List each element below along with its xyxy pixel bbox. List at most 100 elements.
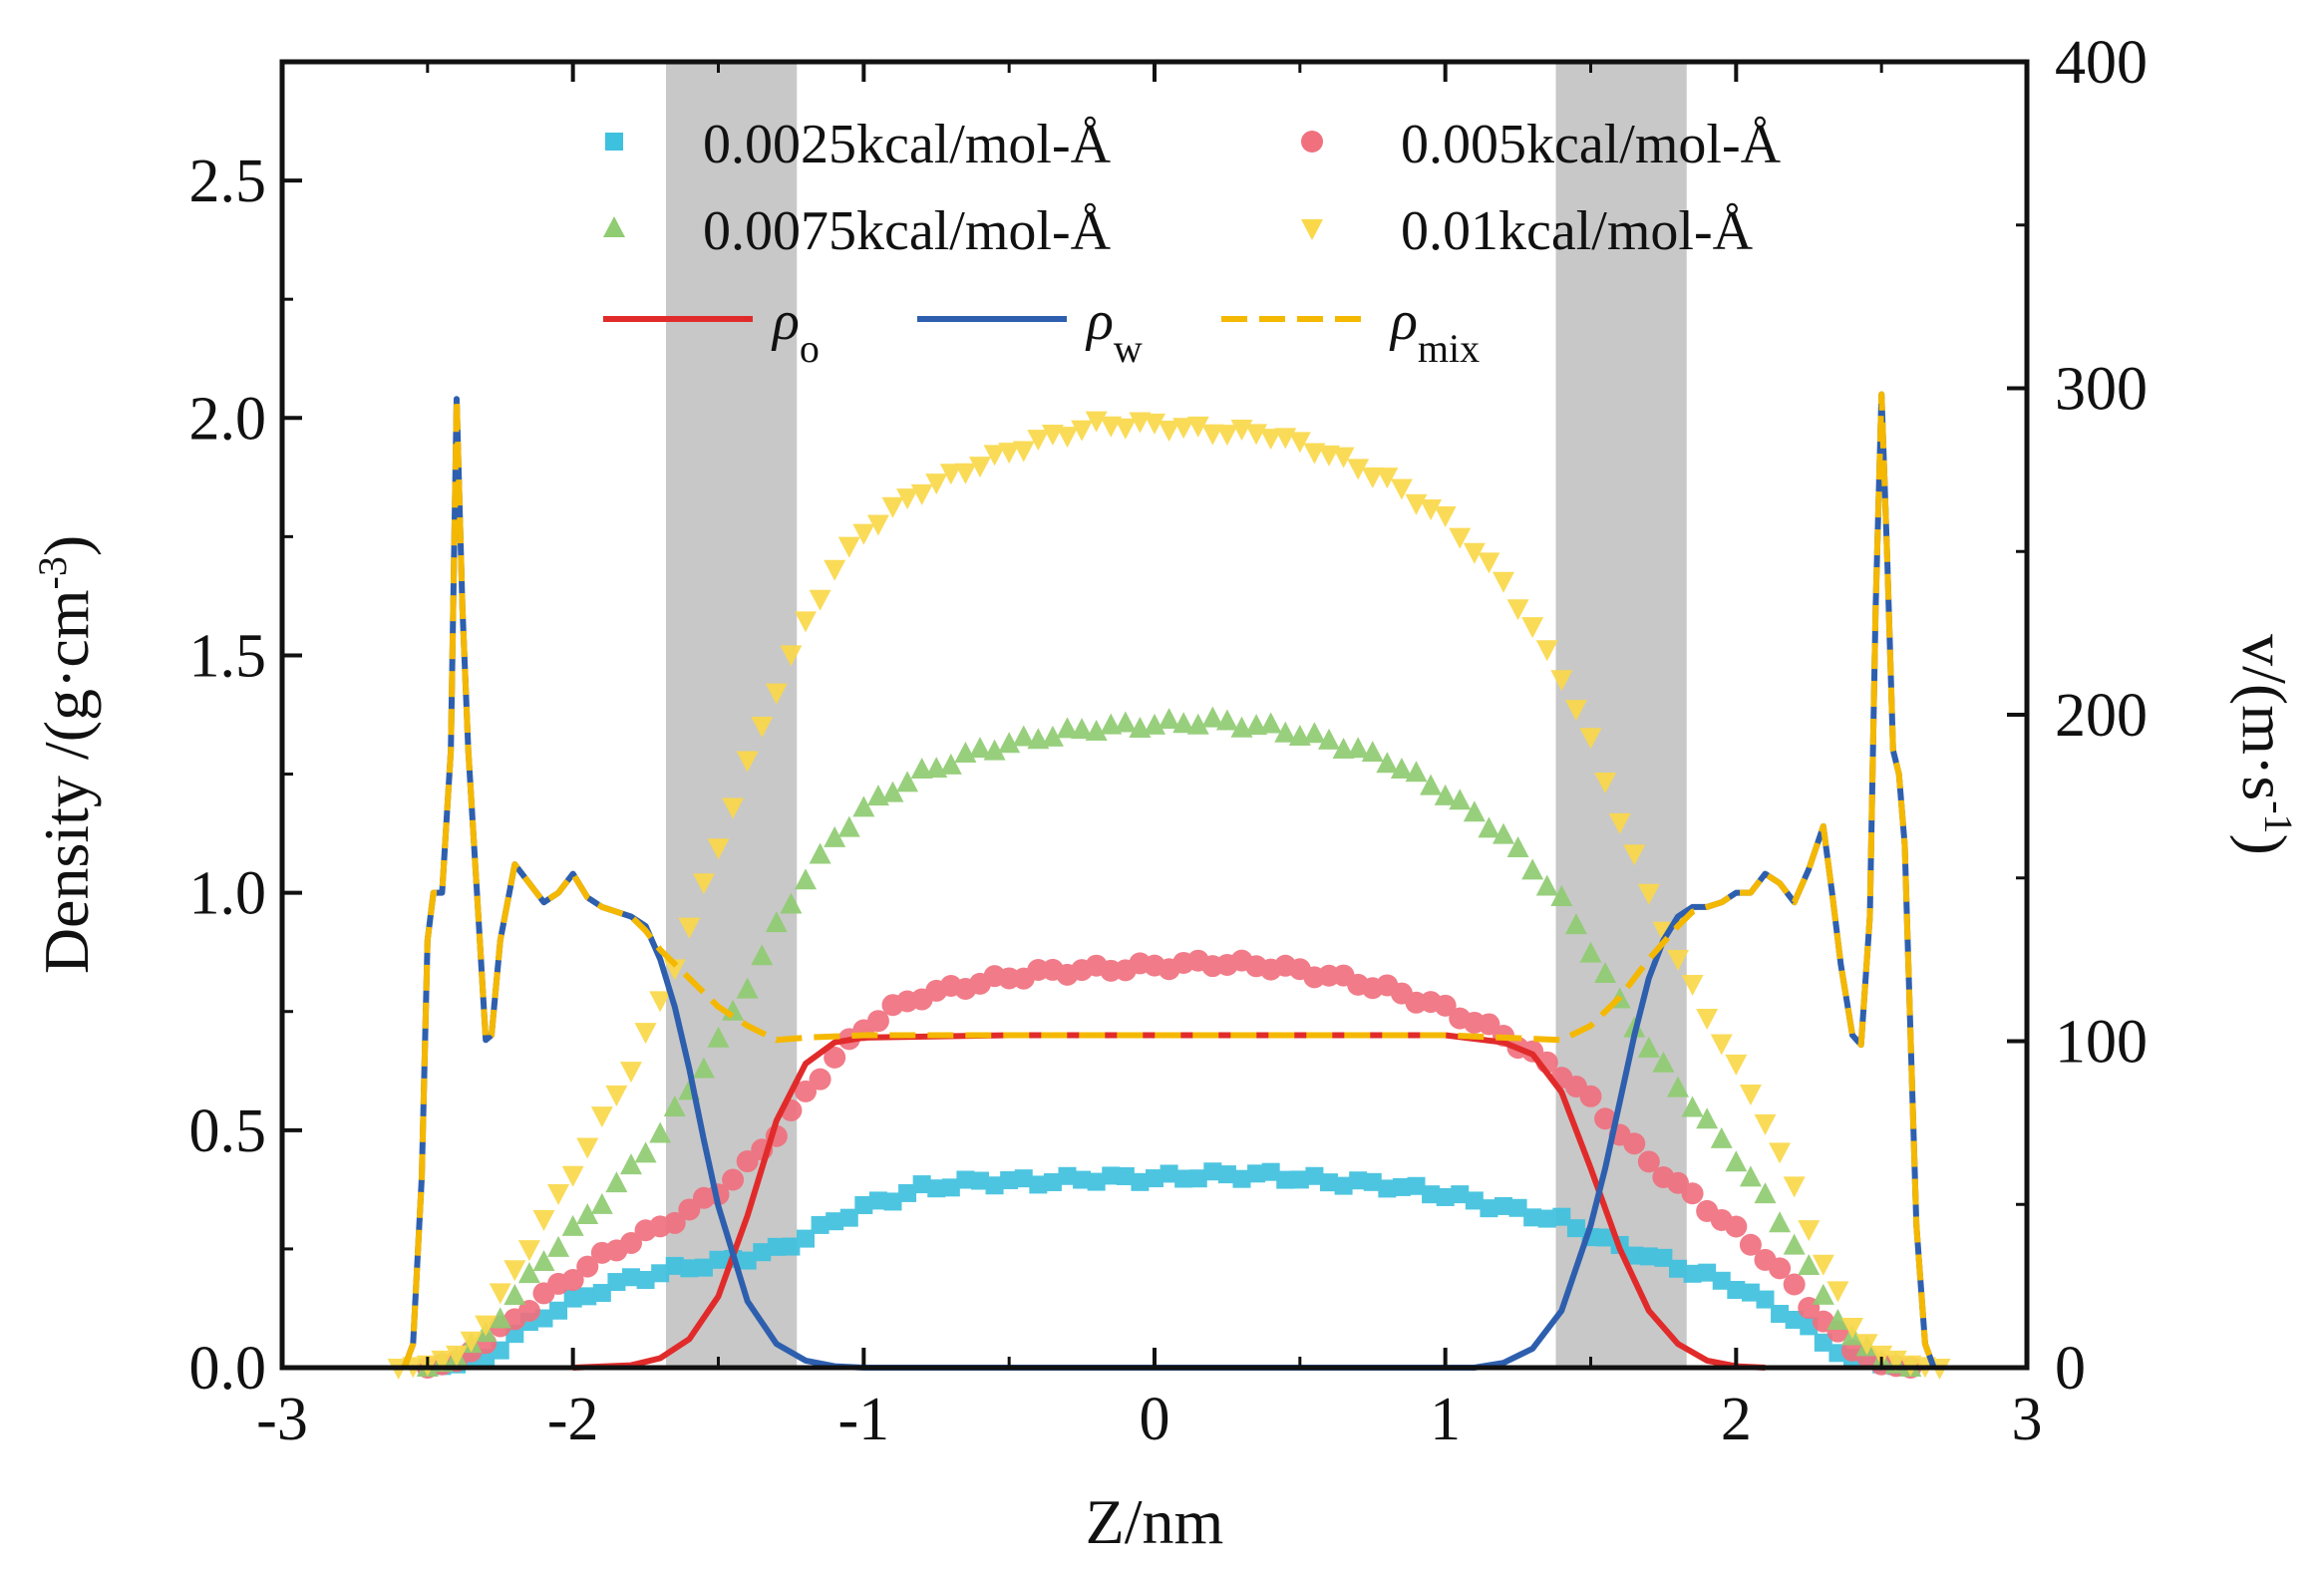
series-0-point-45 xyxy=(1073,1170,1092,1189)
series-0-point-40 xyxy=(1000,1170,1019,1189)
series-2-point-90 xyxy=(1725,1150,1748,1172)
series-2-point-54 xyxy=(1201,706,1224,728)
series-2-point-36 xyxy=(939,753,962,775)
series-3-point-46 xyxy=(1056,427,1079,449)
series-0-point-87 xyxy=(1683,1264,1702,1283)
series-2-point-30 xyxy=(852,795,875,817)
series-2-point-40 xyxy=(998,732,1021,754)
series-2-point-73 xyxy=(1478,816,1500,838)
series-0-point-23 xyxy=(753,1243,772,1262)
series-2-point-86 xyxy=(1667,1076,1689,1098)
series-3-point-5 xyxy=(460,1331,483,1353)
series-1-point-21 xyxy=(722,1168,745,1191)
series-2-point-74 xyxy=(1493,822,1514,844)
series-1-point-70 xyxy=(1434,994,1457,1017)
y-left-tick-label-0: 0.0 xyxy=(189,1335,267,1403)
series-2-point-6 xyxy=(503,1283,526,1305)
series-0-point-46 xyxy=(1087,1172,1106,1191)
series-3-point-20 xyxy=(678,917,701,939)
series-3-point-34 xyxy=(881,496,904,518)
series-3-point-14 xyxy=(590,1106,613,1128)
y-right-tick-label-2: 200 xyxy=(2055,682,2148,750)
series-0-point-31 xyxy=(868,1191,887,1210)
series-3-point-28 xyxy=(795,611,817,633)
series-2-point-84 xyxy=(1637,1036,1660,1058)
series-2-point-78 xyxy=(1550,884,1573,906)
series-2-point-24 xyxy=(765,911,788,933)
series-1-point-94 xyxy=(1783,1273,1806,1296)
series-2-point-12 xyxy=(590,1192,613,1214)
series-2-point-7 xyxy=(517,1262,540,1284)
legend-marker-3 xyxy=(1301,219,1323,240)
series-1-point-7 xyxy=(517,1300,540,1323)
series-0-point-83 xyxy=(1625,1246,1644,1265)
series-0-point-78 xyxy=(1552,1207,1571,1226)
series-2-point-11 xyxy=(576,1203,599,1225)
series-3-point-66 xyxy=(1347,459,1370,480)
series-2-point-91 xyxy=(1739,1165,1762,1187)
series-3-point-94 xyxy=(1754,1113,1777,1135)
series-0-point-27 xyxy=(811,1215,830,1234)
series-2-point-17 xyxy=(663,1095,686,1116)
series-2-point-5 xyxy=(489,1307,511,1329)
series-0-point-34 xyxy=(912,1175,931,1194)
series-0-point-50 xyxy=(1146,1169,1163,1188)
series-2-point-22 xyxy=(736,977,759,999)
series-2-point-34 xyxy=(910,758,933,780)
series-0-point-49 xyxy=(1131,1172,1150,1191)
series-3-point-73 xyxy=(1449,527,1472,549)
series-3-point-81 xyxy=(1564,700,1587,722)
series-3-point-51 xyxy=(1129,412,1152,434)
series-1-point-11 xyxy=(576,1255,599,1278)
series-2-point-15 xyxy=(634,1141,657,1163)
series-2-point-71 xyxy=(1449,788,1472,810)
series-1-point-31 xyxy=(866,1010,889,1033)
series-0-point-19 xyxy=(694,1258,713,1277)
series-1-point-26 xyxy=(795,1080,817,1102)
series-3-point-85 xyxy=(1623,844,1646,866)
series-3-point-88 xyxy=(1667,949,1689,971)
series-3-point-42 xyxy=(998,443,1021,465)
series-0-point-39 xyxy=(985,1176,1004,1195)
series-2-point-89 xyxy=(1710,1126,1733,1148)
shaded-region-0 xyxy=(666,62,798,1368)
series-3-point-78 xyxy=(1521,617,1544,639)
y-left-tick-label-1: 0.5 xyxy=(189,1098,267,1165)
series-3-point-17 xyxy=(634,1023,657,1045)
series-3-point-55 xyxy=(1186,416,1209,438)
series-0-point-30 xyxy=(854,1195,873,1214)
series-3-point-90 xyxy=(1696,1009,1719,1031)
series-3-point-97 xyxy=(1798,1220,1821,1242)
series-3-point-44 xyxy=(1027,430,1050,452)
series-3-point-82 xyxy=(1579,728,1602,750)
series-0-point-20 xyxy=(709,1250,728,1269)
series-0-point-62 xyxy=(1320,1173,1338,1192)
series-0-point-86 xyxy=(1669,1259,1687,1278)
series-3-point-10 xyxy=(532,1210,555,1232)
series-0-point-11 xyxy=(578,1287,597,1306)
series-0-point-61 xyxy=(1305,1166,1324,1185)
series-3-point-4 xyxy=(446,1345,468,1367)
series-1-point-17 xyxy=(663,1211,686,1234)
series-3-point-72 xyxy=(1434,505,1457,527)
series-2-point-70 xyxy=(1434,784,1457,805)
series-0-point-37 xyxy=(956,1170,975,1189)
series-0-point-17 xyxy=(665,1256,684,1275)
x-tick-label-0: -3 xyxy=(256,1386,308,1453)
series-2-point-58 xyxy=(1259,712,1282,734)
series-3-point-27 xyxy=(780,645,803,667)
series-2-point-29 xyxy=(837,815,860,837)
density-line-o xyxy=(572,1032,1766,1371)
series-2-point-52 xyxy=(1172,712,1195,734)
series-3-point-101 xyxy=(1855,1334,1878,1356)
series-2-point-65 xyxy=(1361,741,1384,763)
series-3-point-60 xyxy=(1259,429,1282,451)
series-2-point-16 xyxy=(649,1121,672,1143)
series-3-point-89 xyxy=(1681,974,1704,996)
legend-label-0: 0.0025kcal/mol-Å xyxy=(703,114,1112,175)
y-right-label-main: v/(m·s xyxy=(2229,634,2300,800)
series-1-point-84 xyxy=(1637,1150,1660,1173)
y-left-tick-label-5: 2.5 xyxy=(189,148,267,215)
series-2-point-75 xyxy=(1506,835,1529,857)
series-0-point-15 xyxy=(636,1270,655,1289)
